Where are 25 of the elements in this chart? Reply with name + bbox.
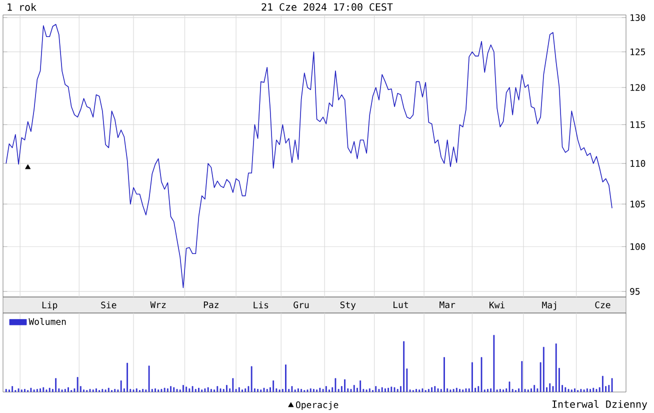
chart-subtitle: 21 Cze 2024 17:00 CEST [262,3,393,11]
y-tick-label: 110 [630,160,646,167]
text: Interwal Dzienny [552,400,648,410]
x-tick-label: Lis [254,301,268,308]
x-tick-label: Lip [42,301,58,310]
y-tick-label: 125 [630,48,646,56]
y-tick-label: 105 [630,200,646,208]
x-tick-label: Gru [294,301,309,308]
legend-label: Wolumen [28,318,66,325]
x-tick-label: Sie [101,301,116,308]
legend-label: Operacje [296,401,338,410]
y-tick-label: 130 [630,14,646,21]
chart-title: 1 rok [8,3,36,11]
y-tick-label: 120 [630,84,646,91]
y-tick-label: 95 [630,288,640,295]
x-tick-label: Paz [204,301,218,308]
x-tick-label: Mar [440,301,456,308]
x-tick-label: Maj [542,301,556,310]
x-tick-label: Sty [340,301,356,310]
y-tick-label: 115 [630,121,646,128]
y-tick-label: 100 [630,243,646,250]
x-tick-label: Lut [394,301,408,308]
x-tick-label: Kwi [490,301,505,308]
x-tick-label: Cze [595,301,610,308]
x-tick-label: Wrz [150,301,166,308]
